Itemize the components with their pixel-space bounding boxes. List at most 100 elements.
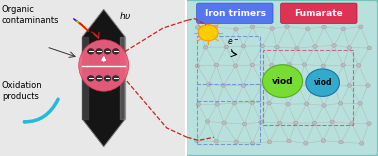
- Circle shape: [195, 64, 200, 68]
- Circle shape: [349, 122, 354, 125]
- FancyBboxPatch shape: [197, 3, 273, 23]
- Text: Fumarate: Fumarate: [294, 9, 343, 18]
- Circle shape: [306, 69, 339, 96]
- Circle shape: [287, 63, 292, 66]
- Circle shape: [302, 63, 307, 66]
- Circle shape: [233, 64, 238, 68]
- Circle shape: [215, 102, 219, 106]
- Circle shape: [356, 63, 361, 67]
- Circle shape: [87, 76, 94, 81]
- Circle shape: [222, 121, 226, 125]
- Circle shape: [293, 121, 298, 125]
- Circle shape: [322, 25, 326, 29]
- Circle shape: [322, 104, 326, 107]
- Bar: [197, 36, 260, 101]
- Circle shape: [195, 26, 200, 29]
- Circle shape: [270, 63, 274, 67]
- Circle shape: [341, 27, 346, 31]
- Circle shape: [321, 139, 326, 143]
- Text: $h\upsilon$: $h\upsilon$: [119, 10, 131, 21]
- Circle shape: [347, 46, 352, 49]
- Circle shape: [285, 25, 289, 28]
- FancyBboxPatch shape: [280, 3, 357, 23]
- Circle shape: [341, 63, 345, 67]
- Circle shape: [296, 84, 301, 88]
- Circle shape: [214, 139, 218, 143]
- Circle shape: [234, 27, 238, 31]
- Text: Organic
contaminants: Organic contaminants: [2, 5, 59, 25]
- Circle shape: [312, 121, 317, 125]
- Circle shape: [304, 141, 308, 145]
- Circle shape: [270, 27, 274, 30]
- Circle shape: [332, 83, 336, 87]
- Circle shape: [262, 65, 303, 98]
- Circle shape: [260, 44, 265, 48]
- Circle shape: [203, 45, 208, 49]
- Circle shape: [339, 140, 343, 144]
- Circle shape: [196, 102, 201, 106]
- Circle shape: [347, 83, 352, 87]
- Circle shape: [321, 64, 325, 68]
- Circle shape: [250, 63, 254, 67]
- Circle shape: [250, 101, 254, 105]
- Circle shape: [330, 120, 335, 124]
- Ellipse shape: [79, 40, 129, 91]
- Circle shape: [232, 101, 237, 105]
- Circle shape: [278, 83, 282, 87]
- Polygon shape: [82, 9, 125, 147]
- Circle shape: [359, 142, 364, 145]
- Text: viod: viod: [272, 77, 293, 86]
- Circle shape: [195, 139, 199, 143]
- Circle shape: [96, 76, 102, 81]
- Circle shape: [205, 120, 210, 123]
- Circle shape: [260, 82, 265, 85]
- Circle shape: [313, 45, 317, 48]
- FancyArrowPatch shape: [25, 99, 58, 122]
- Circle shape: [241, 44, 246, 48]
- Circle shape: [286, 102, 290, 106]
- Bar: [197, 84, 260, 144]
- FancyBboxPatch shape: [185, 0, 378, 156]
- FancyBboxPatch shape: [0, 0, 185, 156]
- Circle shape: [259, 120, 263, 124]
- Polygon shape: [120, 37, 125, 119]
- Circle shape: [214, 63, 218, 67]
- Circle shape: [367, 122, 371, 125]
- Bar: [263, 50, 353, 125]
- Text: Oxidation
products: Oxidation products: [2, 81, 42, 101]
- Circle shape: [287, 139, 291, 143]
- Circle shape: [241, 84, 246, 88]
- Circle shape: [87, 49, 94, 54]
- Circle shape: [267, 101, 271, 105]
- Circle shape: [104, 76, 111, 81]
- Circle shape: [224, 45, 229, 49]
- Text: $e^-$: $e^-$: [227, 38, 239, 47]
- Circle shape: [234, 140, 239, 144]
- Circle shape: [275, 45, 279, 49]
- Text: Iron trimers: Iron trimers: [205, 9, 266, 18]
- Circle shape: [104, 49, 111, 54]
- Circle shape: [367, 46, 372, 50]
- Circle shape: [338, 101, 343, 105]
- Circle shape: [112, 76, 119, 81]
- Circle shape: [213, 25, 217, 29]
- Circle shape: [332, 44, 336, 47]
- Circle shape: [294, 46, 299, 50]
- Circle shape: [96, 49, 102, 54]
- Circle shape: [207, 82, 211, 86]
- Circle shape: [267, 140, 272, 144]
- Circle shape: [221, 84, 226, 87]
- Circle shape: [304, 102, 309, 106]
- Polygon shape: [82, 9, 125, 147]
- Circle shape: [250, 25, 255, 29]
- Circle shape: [250, 141, 255, 145]
- Circle shape: [112, 49, 119, 54]
- Circle shape: [198, 25, 218, 41]
- Circle shape: [358, 101, 363, 105]
- Polygon shape: [82, 37, 88, 119]
- Text: viod: viod: [313, 78, 332, 87]
- Circle shape: [358, 25, 363, 29]
- Circle shape: [366, 84, 370, 87]
- Circle shape: [312, 83, 316, 87]
- Circle shape: [242, 122, 247, 126]
